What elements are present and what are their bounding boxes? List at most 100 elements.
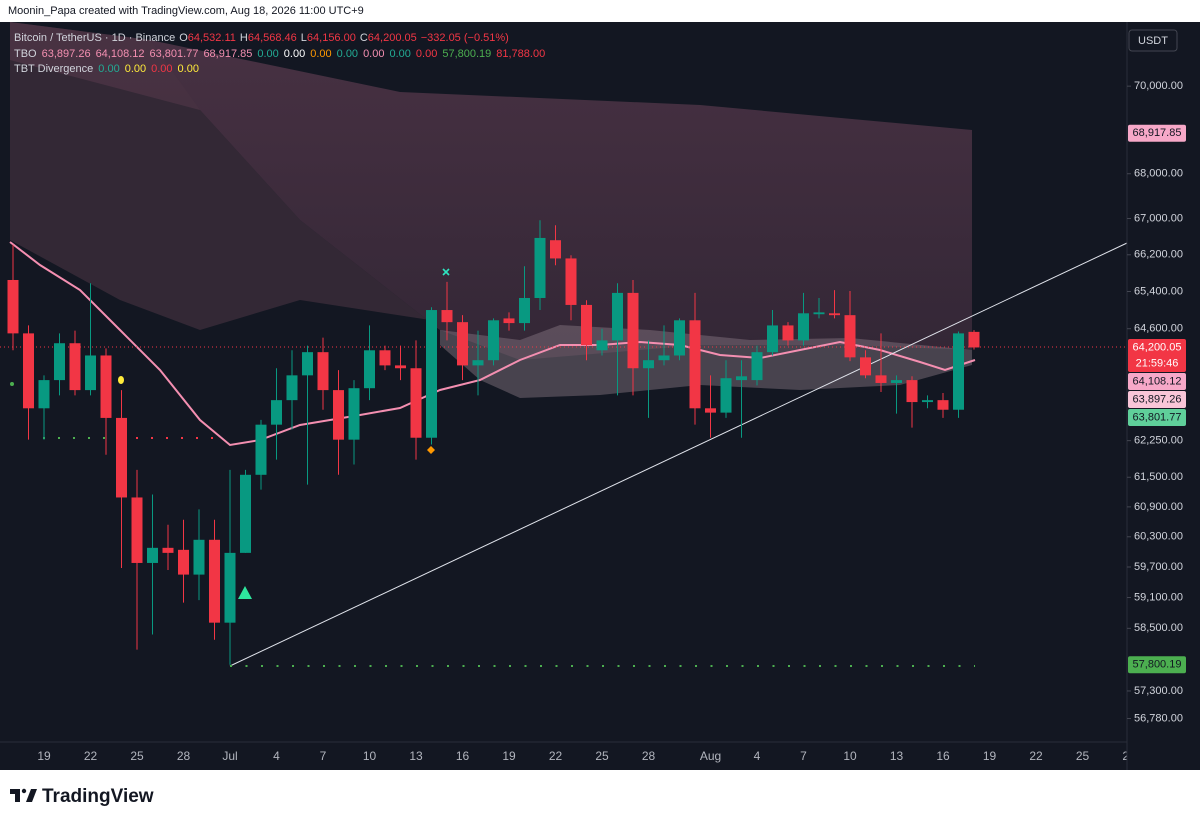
candle-body (131, 497, 143, 563)
candle-body (457, 322, 468, 366)
indicator-value: 57,800.19 (442, 48, 491, 60)
candle-body (317, 352, 329, 391)
indicator-value: 64,108.12 (96, 48, 145, 60)
indicator-value: 63,801.77 (150, 48, 199, 60)
x-tick-label: 16 (456, 749, 470, 763)
indicator-value: 0.00 (389, 48, 410, 60)
candle-body (658, 355, 670, 361)
candle-body (503, 318, 515, 324)
x-tick-label: Jul (222, 749, 237, 763)
candle-body (906, 380, 918, 403)
tbo-line (9, 241, 976, 447)
candle-body (348, 388, 360, 440)
candle-body (627, 292, 639, 369)
price-badge-label: 57,800.19 (1133, 659, 1182, 671)
candle-body (720, 378, 732, 413)
y-tick-label: 59,100.00 (1134, 591, 1183, 603)
x-tick-label: 22 (84, 749, 98, 763)
indicator-value: 0.00 (151, 63, 172, 75)
currency[interactable]: USDT (1138, 35, 1168, 47)
ohlc-key: C (360, 32, 368, 44)
y-tick-label: 58,500.00 (1134, 622, 1183, 634)
candle-body (860, 357, 871, 376)
price-badge (1128, 408, 1186, 426)
x-tick-label: 25 (130, 749, 144, 763)
x-tick-label: 7 (800, 749, 807, 763)
candle-body (100, 355, 112, 418)
indicator-value: 0.00 (310, 48, 331, 60)
indicator-line: TBT Divergence 0.00 0.00 0.00 0.00 (14, 63, 199, 75)
candle-body (286, 375, 298, 401)
x-tick-label: 13 (890, 749, 904, 763)
ohlc-key: O (179, 32, 188, 44)
y-tick-label: 62,250.00 (1134, 435, 1183, 447)
y-tick-label: 65,400.00 (1134, 285, 1183, 297)
ohlc-key: L (301, 32, 307, 44)
candle-body (968, 331, 980, 348)
candle-body (767, 325, 778, 353)
price-badge-label: 64,108.12 (1133, 375, 1182, 387)
candle-body (379, 350, 391, 366)
candle-body (472, 360, 484, 366)
candle-body (953, 333, 964, 410)
x-tick-label: 19 (983, 749, 997, 763)
indicator-line: TBO 63,897.26 64,108.12 63,801.77 68,917.85 0… (14, 48, 545, 60)
candle-body (116, 417, 127, 498)
indicator-value: 0.00 (125, 63, 146, 75)
ohlc-value: 64,568.46 (248, 32, 297, 44)
candle-body (441, 310, 453, 323)
candle-body (875, 375, 887, 383)
y-tick-label: 56,780.00 (1134, 712, 1183, 724)
candle-body (426, 310, 437, 438)
ohlc-value: 64,156.00 (307, 32, 356, 44)
candle-body (550, 240, 561, 259)
footer-strip (0, 770, 1200, 823)
logo-dot (21, 788, 27, 794)
top-strip (0, 0, 1200, 22)
indicator-name: TBO (14, 48, 37, 60)
price-badge-label: 68,917.85 (1133, 127, 1182, 139)
candle-body (782, 325, 794, 341)
candle-body (612, 292, 623, 341)
indicator-value: 0.00 (257, 48, 278, 60)
candle-body (534, 237, 546, 298)
candle-body (147, 547, 158, 563)
tbo-cloud (10, 22, 972, 360)
legend-line: Bitcoin / TetherUS · 1D · Binance O64,532… (14, 32, 509, 44)
candle-body (193, 539, 205, 575)
candle-body (7, 279, 19, 334)
y-tick-label: 67,000.00 (1134, 212, 1183, 224)
candle-body (844, 315, 856, 358)
x-tick-label: 25 (1076, 749, 1090, 763)
currency-box[interactable] (1128, 29, 1178, 52)
symbol-title: Bitcoin / TetherUS · 1D · Binance (14, 32, 175, 44)
candles (7, 220, 980, 665)
y-tick-label: 70,000.00 (1134, 80, 1183, 92)
candle-body (705, 408, 716, 413)
x-tick-label: 19 (502, 749, 516, 763)
time-axis: 19 22 25 28 Jul 4 7 10 13 16 19 22 25 28 Aug 4 7 10 13 16 19… (37, 749, 1136, 763)
x-tick-label: 16 (936, 749, 950, 763)
indicator-overlay (0, 22, 1128, 667)
brand-logo (10, 788, 37, 802)
change: −332.05 (−0.51%) (421, 32, 509, 44)
candle-body (798, 313, 809, 341)
author-line: Moonin_Papa created with TradingView.com… (8, 5, 364, 17)
price-axis: 70,000.00 68,000.00 67,000.00 66,200.00 65,4… (1127, 80, 1186, 724)
candle-body (69, 343, 81, 391)
x-tick-label: 7 (320, 749, 327, 763)
candle-body (364, 350, 375, 389)
y-tick-label: 61,500.00 (1134, 471, 1183, 483)
candle-body (488, 320, 499, 361)
y-tick-label: 66,200.00 (1134, 249, 1183, 261)
cross-signal (442, 268, 450, 276)
legend: Bitcoin / TetherUS · 1D · Binance O64,532… (14, 32, 545, 75)
diamond-signal (427, 446, 435, 454)
candle-body (891, 380, 902, 383)
indicator-value: 0.00 (337, 48, 358, 60)
price-badge-label: 64,200.05 (1133, 341, 1182, 353)
indicator-value: 0.00 (363, 48, 384, 60)
candle-body (54, 343, 65, 381)
